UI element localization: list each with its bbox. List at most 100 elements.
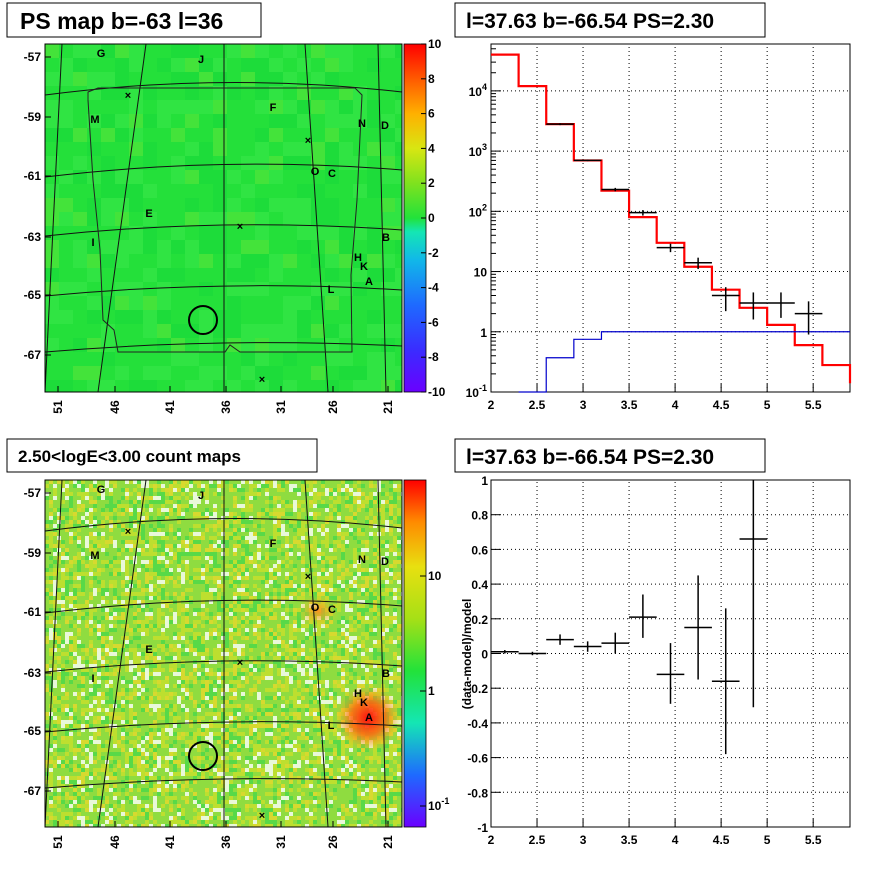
map-pixel bbox=[177, 608, 181, 612]
map-pixel bbox=[65, 632, 69, 636]
map-pixel bbox=[209, 764, 213, 768]
map-pixel bbox=[77, 696, 81, 700]
map-pixel bbox=[177, 568, 181, 572]
map-pixel bbox=[81, 804, 85, 808]
map-pixel bbox=[141, 624, 145, 628]
map-pixel bbox=[361, 620, 365, 624]
map-pixel bbox=[241, 536, 245, 540]
map-pixel bbox=[373, 800, 377, 804]
map-pixel bbox=[109, 528, 113, 532]
map-pixel bbox=[189, 540, 193, 544]
map-pixel bbox=[381, 584, 385, 588]
map-pixel bbox=[149, 728, 153, 732]
map-pixel bbox=[197, 816, 201, 820]
map-pixel bbox=[221, 636, 225, 640]
map-pixel bbox=[373, 612, 377, 616]
map-pixel bbox=[349, 572, 353, 576]
map-pixel bbox=[101, 744, 105, 748]
map-pixel bbox=[257, 600, 261, 604]
map-pixel bbox=[309, 712, 313, 716]
map-pixel bbox=[213, 552, 217, 556]
map-pixel bbox=[381, 636, 385, 640]
map-pixel bbox=[109, 524, 113, 528]
map-pixel bbox=[305, 656, 309, 660]
map-pixel bbox=[45, 568, 49, 572]
map-pixel bbox=[337, 508, 341, 512]
map-pixel bbox=[65, 584, 69, 588]
map-pixel bbox=[381, 620, 385, 624]
map-pixel bbox=[89, 664, 93, 668]
map-pixel bbox=[69, 708, 73, 712]
map-pixel bbox=[273, 512, 277, 516]
map-pixel bbox=[149, 500, 153, 504]
map-pixel bbox=[285, 672, 289, 676]
map-pixel bbox=[197, 620, 201, 624]
map-pixel bbox=[233, 692, 237, 696]
map-pixel bbox=[293, 704, 297, 708]
map-pixel bbox=[101, 640, 105, 644]
map-pixel bbox=[227, 44, 241, 58]
map-pixel bbox=[49, 648, 53, 652]
map-pixel bbox=[349, 636, 353, 640]
map-pixel bbox=[221, 672, 225, 676]
map-pixel bbox=[237, 680, 241, 684]
map-pixel bbox=[285, 664, 289, 668]
map-pixel bbox=[205, 728, 209, 732]
map-pixel bbox=[311, 366, 325, 380]
map-pixel bbox=[301, 624, 305, 628]
map-pixel bbox=[325, 338, 339, 352]
map-pixel bbox=[325, 556, 329, 560]
map-pixel bbox=[165, 736, 169, 740]
map-pixel bbox=[201, 804, 205, 808]
map-pixel bbox=[169, 576, 173, 580]
map-pixel bbox=[53, 604, 57, 608]
map-pixel bbox=[341, 640, 345, 644]
map-pixel bbox=[245, 492, 249, 496]
map-pixel bbox=[237, 564, 241, 568]
map-pixel bbox=[201, 728, 205, 732]
map-pixel bbox=[89, 548, 93, 552]
map-pixel bbox=[61, 748, 65, 752]
map-pixel bbox=[141, 484, 145, 488]
map-pixel bbox=[157, 780, 161, 784]
map-pixel bbox=[93, 524, 97, 528]
map-pixel bbox=[365, 592, 369, 596]
map-pixel bbox=[77, 492, 81, 496]
map-pixel bbox=[361, 484, 365, 488]
map-pixel bbox=[233, 536, 237, 540]
map-pixel bbox=[265, 644, 269, 648]
map-pixel bbox=[357, 792, 361, 796]
map-pixel bbox=[249, 732, 253, 736]
map-pixel bbox=[385, 624, 389, 628]
map-pixel bbox=[329, 776, 333, 780]
source-label-c: C bbox=[328, 168, 336, 180]
map-pixel bbox=[209, 632, 213, 636]
map-pixel bbox=[353, 366, 367, 380]
map-pixel bbox=[345, 588, 349, 592]
map-pixel bbox=[149, 780, 153, 784]
map-pixel bbox=[277, 496, 281, 500]
map-pixel bbox=[253, 604, 257, 608]
source-label-e: E bbox=[145, 208, 152, 220]
map-pixel bbox=[353, 528, 357, 532]
map-pixel bbox=[357, 488, 361, 492]
map-pixel bbox=[77, 508, 81, 512]
map-pixel bbox=[385, 784, 389, 788]
map-pixel bbox=[137, 608, 141, 612]
map-pixel bbox=[165, 536, 169, 540]
map-pixel bbox=[385, 648, 389, 652]
map-pixel bbox=[283, 142, 297, 156]
map-pixel bbox=[385, 668, 389, 672]
map-pixel bbox=[253, 556, 257, 560]
map-pixel bbox=[309, 632, 313, 636]
map-pixel bbox=[213, 780, 217, 784]
map-pixel bbox=[77, 768, 81, 772]
map-pixel bbox=[361, 568, 365, 572]
map-pixel bbox=[177, 536, 181, 540]
map-pixel bbox=[201, 772, 205, 776]
map-pixel bbox=[89, 532, 93, 536]
map-pixel bbox=[65, 620, 69, 624]
map-pixel bbox=[329, 516, 333, 520]
map-pixel bbox=[115, 296, 129, 310]
map-pixel bbox=[381, 664, 385, 668]
